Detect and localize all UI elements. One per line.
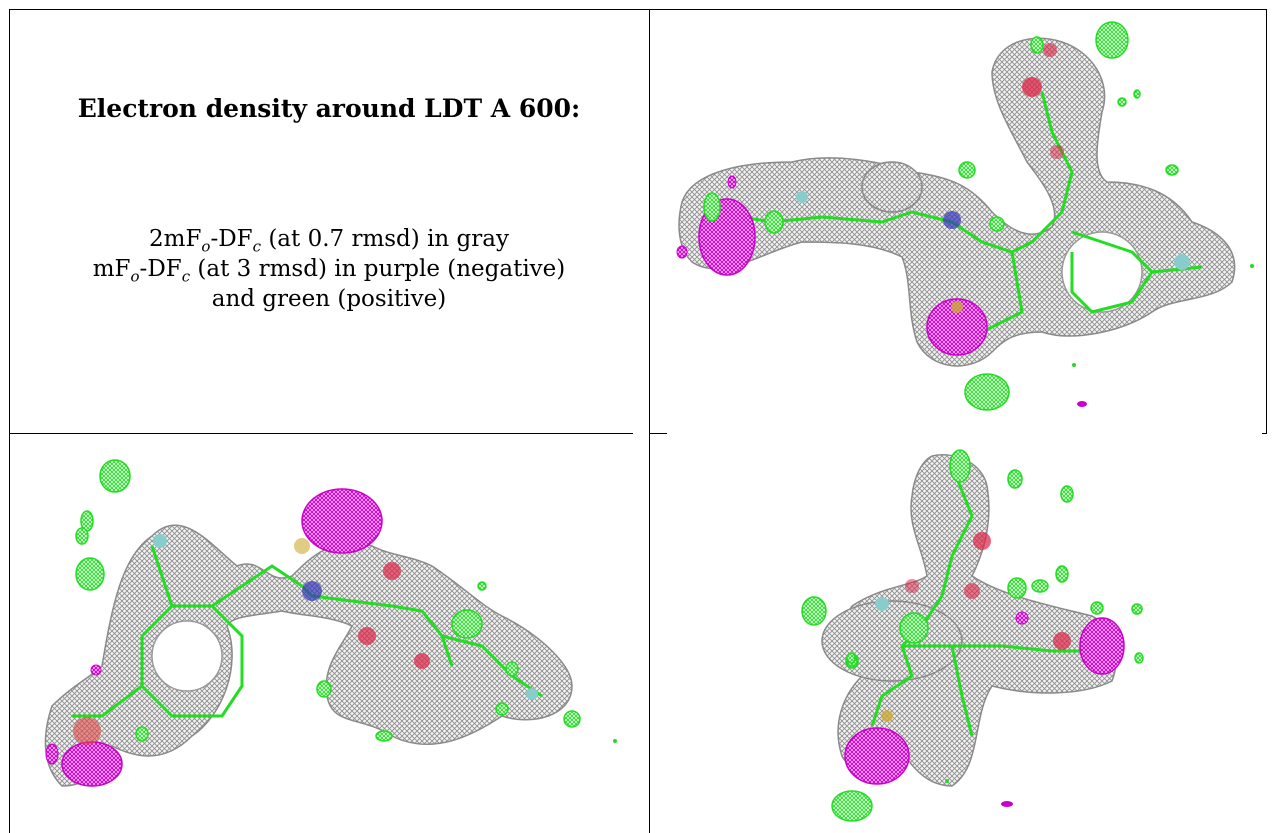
caption-line-colors: and green (positive) (211, 286, 447, 312)
density-view-top-right (652, 12, 1264, 430)
caption-line-2mfo: 2mFo-DFc (at 0.7 rmsd) in gray (149, 226, 509, 256)
table-row-divider-left (9, 433, 633, 434)
caption-title: Electron density around LDT A 600: (77, 94, 581, 123)
table-middle-divider (649, 9, 650, 833)
electron-density-map-icon (676, 21, 1254, 411)
table-right-border (1266, 9, 1267, 433)
caption-cell: Electron density around LDT A 600: 2mFo-… (10, 10, 648, 432)
density-view-bottom-left (12, 436, 646, 831)
caption-description: 2mFo-DFc (at 0.7 rmsd) in gray mFo-DFc (… (10, 224, 648, 314)
electron-density-map-icon (801, 449, 1144, 822)
table-row-divider-far-right (1262, 433, 1267, 434)
caption-line-mfo: mFo-DFc (at 3 rmsd) in purple (negative) (92, 256, 566, 286)
table-top-border (9, 9, 1267, 10)
density-view-bottom-right (652, 436, 1264, 831)
electron-density-map-icon (44, 459, 617, 787)
table-row-divider-right (649, 433, 667, 434)
table-left-border (9, 9, 10, 833)
